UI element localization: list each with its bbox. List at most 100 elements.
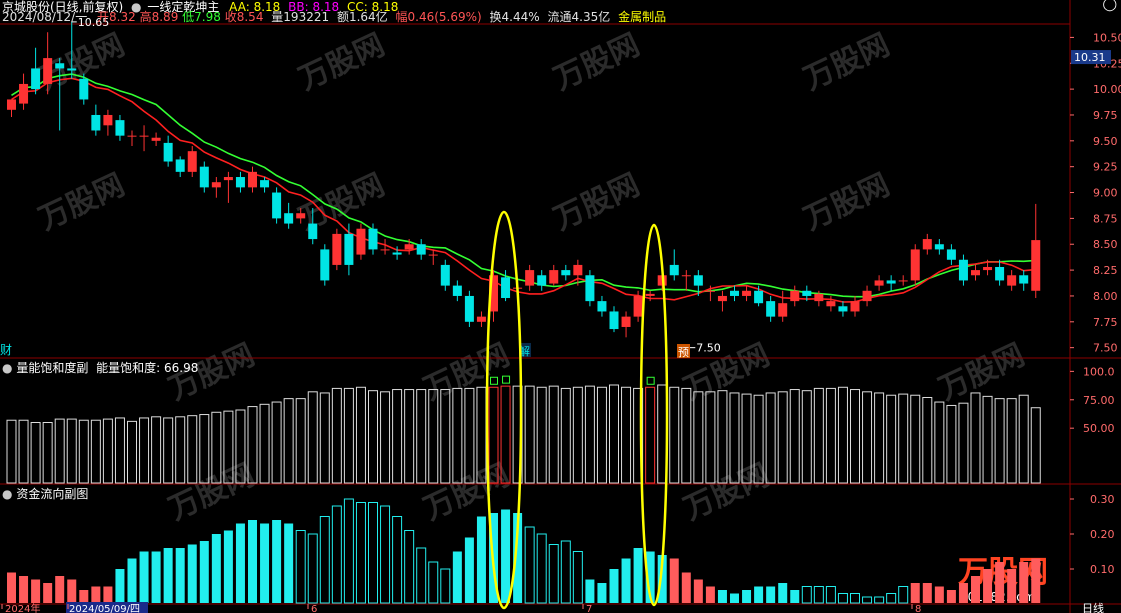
candle-body[interactable]: [814, 293, 824, 302]
saturation-bar[interactable]: [295, 398, 306, 484]
flow-bar[interactable]: [211, 534, 221, 603]
flow-bar[interactable]: [416, 547, 427, 604]
candle-body[interactable]: [597, 301, 607, 312]
saturation-bar[interactable]: [307, 391, 318, 484]
saturation-bar[interactable]: [42, 422, 53, 484]
saturation-bar[interactable]: [705, 391, 716, 484]
flow-bar[interactable]: [368, 502, 378, 604]
candle-body[interactable]: [549, 270, 559, 284]
flow-bar[interactable]: [392, 516, 403, 604]
flow-bar[interactable]: [572, 551, 583, 604]
flow-bar[interactable]: [343, 498, 354, 604]
flow-bar[interactable]: [404, 530, 415, 604]
candle-body[interactable]: [211, 182, 221, 188]
candle-body[interactable]: [380, 249, 390, 251]
candle-body[interactable]: [525, 270, 535, 286]
saturation-bar[interactable]: [837, 386, 848, 484]
saturation-bar[interactable]: [633, 387, 644, 484]
flow-bar[interactable]: [513, 513, 523, 603]
candle-body[interactable]: [7, 99, 16, 110]
candle-body[interactable]: [621, 316, 631, 327]
event-marker-yu[interactable]: 预: [678, 346, 689, 359]
candle-body[interactable]: [296, 213, 306, 219]
saturation-bar[interactable]: [850, 389, 860, 484]
candle-body[interactable]: [681, 275, 691, 277]
candle-body[interactable]: [308, 223, 318, 240]
candle-body[interactable]: [561, 270, 571, 276]
candle-body[interactable]: [573, 264, 583, 276]
flow-bar[interactable]: [946, 590, 956, 603]
flow-bar[interactable]: [645, 551, 655, 604]
saturation-bar[interactable]: [1006, 398, 1017, 484]
flow-bar[interactable]: [934, 586, 944, 604]
flow-bar[interactable]: [597, 583, 607, 603]
candle-body[interactable]: [609, 311, 619, 330]
dropdown-icon[interactable]: ●: [131, 0, 142, 14]
flow-bar[interactable]: [67, 579, 77, 604]
saturation-bar[interactable]: [500, 385, 511, 484]
candle-body[interactable]: [416, 244, 426, 255]
flow-bar[interactable]: [115, 569, 125, 603]
saturation-bar[interactable]: [54, 418, 65, 484]
candle-body[interactable]: [91, 114, 101, 131]
flow-bar[interactable]: [127, 558, 137, 604]
saturation-bar[interactable]: [223, 410, 234, 484]
saturation-bar[interactable]: [801, 390, 812, 484]
candle-body[interactable]: [633, 295, 643, 317]
flow-bar[interactable]: [766, 586, 776, 604]
flow-bar[interactable]: [971, 576, 980, 603]
candle-body[interactable]: [537, 275, 547, 286]
candle-body[interactable]: [1019, 275, 1029, 284]
candle-body[interactable]: [874, 280, 884, 286]
saturation-bar[interactable]: [681, 387, 692, 484]
saturation-bar[interactable]: [187, 415, 198, 484]
saturation-bar[interactable]: [488, 386, 499, 484]
candle-body[interactable]: [754, 290, 764, 304]
flow-bar[interactable]: [428, 561, 439, 604]
saturation-bar[interactable]: [66, 418, 77, 484]
flow-bar[interactable]: [524, 526, 535, 604]
event-marker-jie[interactable]: 解: [519, 344, 530, 358]
candle-body[interactable]: [272, 192, 282, 219]
flow-bar[interactable]: [248, 520, 257, 603]
flow-bar[interactable]: [1031, 558, 1041, 604]
saturation-bar[interactable]: [621, 386, 632, 484]
candle-body[interactable]: [440, 264, 450, 286]
flow-bar[interactable]: [560, 540, 571, 604]
flow-bar[interactable]: [319, 516, 330, 604]
candle-body[interactable]: [163, 142, 173, 162]
candle-body[interactable]: [199, 166, 209, 188]
candle-body[interactable]: [946, 249, 956, 260]
saturation-bar[interactable]: [717, 390, 728, 484]
flow-bar[interactable]: [331, 505, 342, 604]
flow-bar[interactable]: [295, 530, 306, 604]
candle-body[interactable]: [332, 233, 342, 265]
flow-bar[interactable]: [754, 586, 764, 604]
saturation-bar[interactable]: [139, 417, 150, 484]
saturation-bar[interactable]: [934, 401, 945, 484]
flow-bar[interactable]: [995, 562, 1005, 603]
saturation-bar[interactable]: [596, 386, 607, 484]
candle-body[interactable]: [356, 228, 366, 255]
flow-bar[interactable]: [1007, 569, 1017, 603]
candle-body[interactable]: [151, 137, 161, 141]
finance-marker[interactable]: 财: [0, 343, 13, 357]
flow-bar[interactable]: [151, 551, 161, 604]
flow-bar[interactable]: [464, 537, 474, 604]
saturation-bar[interactable]: [970, 392, 981, 484]
flow-bar[interactable]: [717, 590, 727, 603]
saturation-bar[interactable]: [235, 409, 246, 484]
flow-bar[interactable]: [501, 509, 511, 604]
flow-bar[interactable]: [730, 593, 739, 604]
candle-body[interactable]: [585, 275, 595, 302]
candle-body[interactable]: [489, 275, 498, 312]
flow-bar[interactable]: [548, 544, 559, 604]
flow-bar[interactable]: [199, 541, 209, 603]
candle-body[interactable]: [934, 244, 944, 250]
saturation-bar[interactable]: [175, 416, 186, 484]
saturation-bar[interactable]: [536, 386, 547, 484]
saturation-bar[interactable]: [380, 391, 391, 484]
candle-body[interactable]: [368, 228, 378, 250]
flow-bar[interactable]: [163, 548, 173, 603]
saturation-bar[interactable]: [874, 392, 885, 484]
